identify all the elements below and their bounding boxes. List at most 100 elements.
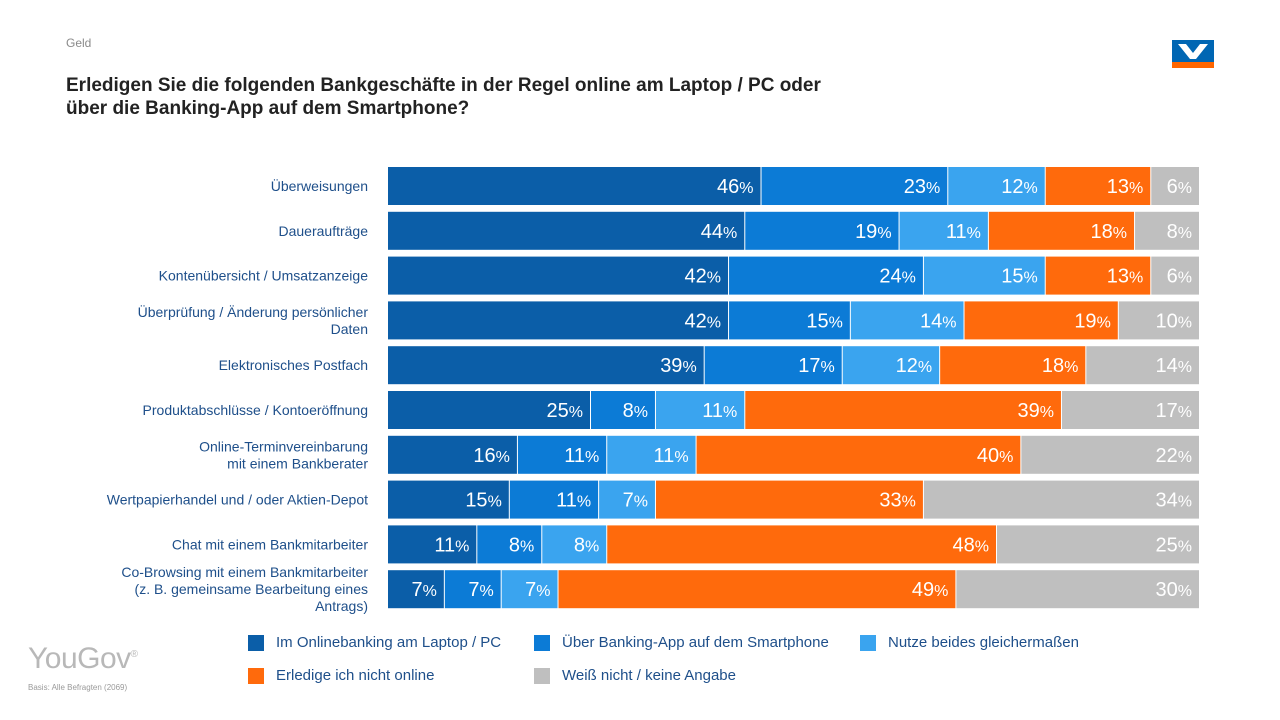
legend-item: Im Onlinebanking am Laptop / PC xyxy=(248,634,501,651)
bar-segment xyxy=(517,435,607,474)
bar-segment xyxy=(1086,346,1199,385)
category-label: Chat mit einem Bankmitarbeiter xyxy=(172,536,368,552)
category-label: Wertpapierhandel und / oder Aktien-Depot xyxy=(107,492,368,508)
chart-title: Erledigen Sie die folgenden Bankgeschäft… xyxy=(66,75,821,119)
bar-segment xyxy=(1061,391,1199,429)
volksbank-logo-icon xyxy=(1172,40,1214,68)
bar-segment xyxy=(745,211,899,250)
legend-swatch xyxy=(248,667,264,684)
yougov-logo: YouGov® xyxy=(28,642,138,675)
data-label: 7% xyxy=(525,579,550,601)
bar-segment xyxy=(444,570,501,609)
bar-segment xyxy=(655,480,923,519)
basis-note: Basis: Alle Befragten (2069) xyxy=(28,683,128,692)
bar-segment xyxy=(923,480,1199,519)
data-label: 42% xyxy=(685,310,721,332)
bar-segment xyxy=(761,167,948,205)
data-label: 19% xyxy=(855,221,891,243)
bar-segment xyxy=(842,346,940,385)
data-label: 39% xyxy=(660,355,696,377)
legend-swatch xyxy=(860,634,876,651)
bar-segment xyxy=(388,301,729,340)
bar-segment xyxy=(477,525,542,564)
data-label: 16% xyxy=(473,445,509,467)
bar-segment xyxy=(558,570,956,609)
legend-item: Über Banking-App auf dem Smartphone xyxy=(534,634,829,651)
stacked-bar-chart: Überweisungen 46% 23% 12% 13% 6% Daueraufträge… xyxy=(107,167,1199,614)
bar-segment xyxy=(509,480,599,519)
bar-segment xyxy=(591,391,655,429)
bar-segment xyxy=(388,256,729,295)
bar-segment xyxy=(388,435,517,474)
data-label: 39% xyxy=(1017,400,1053,422)
data-label: 11% xyxy=(654,445,689,467)
bar-segment xyxy=(607,525,996,564)
category-label: Produktabschlüsse / Kontoeröffnung xyxy=(143,402,368,418)
topic-label: Geld xyxy=(66,36,92,50)
legend-label: Über Banking-App auf dem Smartphone xyxy=(562,634,829,651)
data-label: 18% xyxy=(1042,355,1078,377)
bar-segment xyxy=(388,391,590,429)
category-label: Daueraufträge xyxy=(278,223,368,239)
data-label: 11% xyxy=(434,534,469,556)
data-label: 12% xyxy=(1001,176,1037,198)
bar-segment xyxy=(655,391,745,429)
data-label: 6% xyxy=(1167,266,1192,288)
data-label: 23% xyxy=(904,176,940,198)
data-label: 19% xyxy=(1074,310,1110,332)
data-label: 8% xyxy=(509,534,534,556)
bar-segment xyxy=(1118,301,1199,340)
category-label: Co-Browsing mit einem Bankmitarbeiter (z.… xyxy=(121,564,368,614)
bar-segment xyxy=(599,480,655,519)
data-label: 15% xyxy=(806,310,842,332)
data-label: 6% xyxy=(1167,176,1192,198)
bar-segment xyxy=(997,525,1199,564)
bar-segment xyxy=(956,570,1199,609)
bar-segment xyxy=(1045,256,1151,295)
data-label: 14% xyxy=(1156,355,1192,377)
data-label: 11% xyxy=(556,490,591,512)
bar-segment xyxy=(729,256,923,295)
data-label: 11% xyxy=(946,221,981,243)
data-label: 10% xyxy=(1156,310,1192,332)
data-label: 33% xyxy=(879,490,915,512)
legend-swatch xyxy=(248,634,264,651)
bar-segment xyxy=(948,167,1045,205)
data-label: 49% xyxy=(912,579,948,601)
data-label: 15% xyxy=(1001,266,1037,288)
legend-item: Weiß nicht / keine Angabe xyxy=(534,667,736,684)
data-label: 46% xyxy=(717,176,753,198)
legend-item: Erledige ich nicht online xyxy=(248,667,434,684)
bar-segment xyxy=(1021,435,1199,474)
data-label: 22% xyxy=(1156,445,1192,467)
bar-segment xyxy=(1135,211,1199,250)
bar-segment xyxy=(1045,167,1151,205)
bar-segment xyxy=(501,570,558,609)
bar-segment xyxy=(940,346,1086,385)
data-label: 8% xyxy=(1167,221,1192,243)
legend-label: Weiß nicht / keine Angabe xyxy=(562,667,736,684)
data-label: 34% xyxy=(1156,490,1192,512)
category-label: Online-Terminvereinbarung mit einem Bankb… xyxy=(199,438,368,471)
category-label: Kontenübersicht / Umsatzanzeige xyxy=(159,268,369,284)
bar-segment xyxy=(899,211,988,250)
legend-label: Im Onlinebanking am Laptop / PC xyxy=(276,634,502,651)
bar-segment xyxy=(964,301,1118,340)
category-label: Elektronisches Postfach xyxy=(219,357,368,373)
data-label: 17% xyxy=(798,355,834,377)
legend-swatch xyxy=(534,667,550,684)
data-label: 25% xyxy=(1156,534,1192,556)
data-label: 13% xyxy=(1107,176,1143,198)
data-label: 42% xyxy=(685,266,721,288)
bar-segment xyxy=(1151,167,1199,205)
data-label: 30% xyxy=(1156,579,1192,601)
bar-segment xyxy=(745,391,1061,429)
bar-segment xyxy=(388,346,704,385)
data-label: 12% xyxy=(896,355,932,377)
bar-segment xyxy=(388,525,477,564)
legend-swatch xyxy=(534,634,550,651)
data-label: 11% xyxy=(564,445,599,467)
data-label: 11% xyxy=(702,400,737,422)
bar-segment xyxy=(388,211,745,250)
bar-segment xyxy=(1151,256,1199,295)
